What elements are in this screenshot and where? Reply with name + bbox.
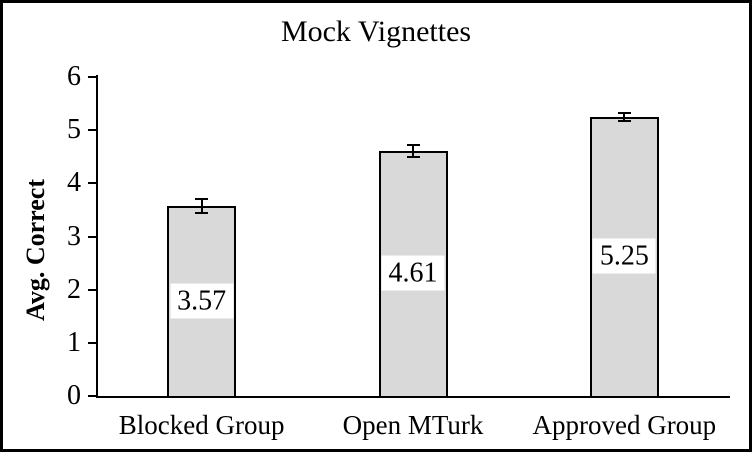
error-bar-cap-bottom [406,155,420,158]
error-bar [617,112,631,122]
y-tick-label: 5 [67,114,81,146]
y-tick-mark [88,288,96,291]
y-tick-mark [88,341,96,344]
chart-title: Mock Vignettes [280,15,472,48]
y-tick-label: 3 [67,220,81,252]
error-bar [195,198,209,215]
error-bar-stem [623,112,626,122]
y-tick-label: 4 [67,167,81,199]
error-bar [406,143,420,158]
plot-area [96,75,730,398]
y-tick-mark [88,395,96,397]
bar-value-label: 4.61 [381,255,445,291]
y-tick-label: 0 [67,380,81,411]
error-bar-stem [412,143,414,158]
y-tick-label: 6 [67,61,81,92]
bar-value-label: 3.57 [170,283,234,319]
error-bar-cap-bottom [195,212,209,215]
x-tick-label: Approved Group [532,410,717,440]
y-tick-mark [88,182,96,185]
x-tick-label: Open MTurk [342,410,484,440]
y-tick-mark [88,76,96,78]
y-tick-mark [88,129,96,132]
error-bar-cap-bottom [617,119,631,122]
error-bar-stem [200,198,203,215]
y-tick-label: 2 [67,273,81,305]
y-tick-label: 1 [67,326,81,358]
bar-value-label: 5.25 [592,238,656,274]
y-tick-mark [88,235,96,238]
x-tick-label: Blocked Group [118,410,285,440]
